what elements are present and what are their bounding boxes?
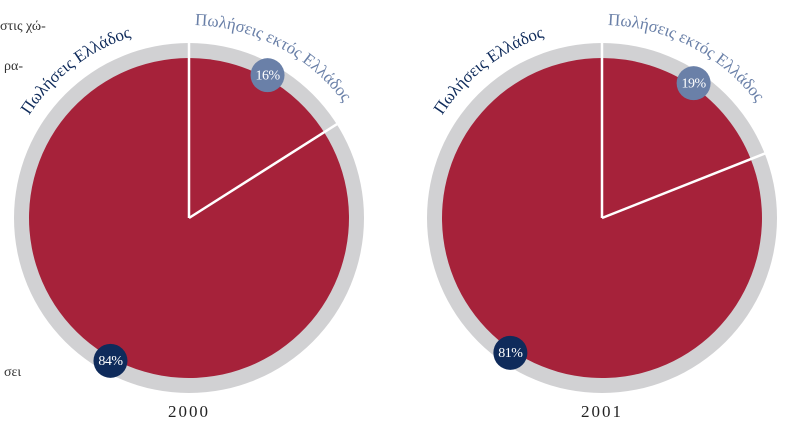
data-label: 19%: [682, 76, 707, 91]
pie-slice: [602, 58, 751, 218]
side-text: σει: [4, 365, 21, 380]
pie-slice: [189, 58, 325, 218]
value-badge: [250, 58, 285, 93]
slice-divider: [601, 150, 770, 220]
slice-divider: [188, 120, 342, 220]
value-badge: [93, 343, 128, 378]
data-label: 16%: [255, 68, 280, 83]
value-badge: [676, 66, 711, 101]
pie-title: 2000: [168, 402, 210, 421]
side-text: στις χώ-: [0, 19, 46, 34]
pie-title: 2001: [581, 402, 623, 421]
side-text: ρα-: [4, 59, 23, 74]
pie-slice: [441, 58, 762, 379]
data-label: 81%: [498, 346, 523, 361]
value-badge: [493, 335, 528, 370]
data-label: 84%: [98, 354, 123, 369]
